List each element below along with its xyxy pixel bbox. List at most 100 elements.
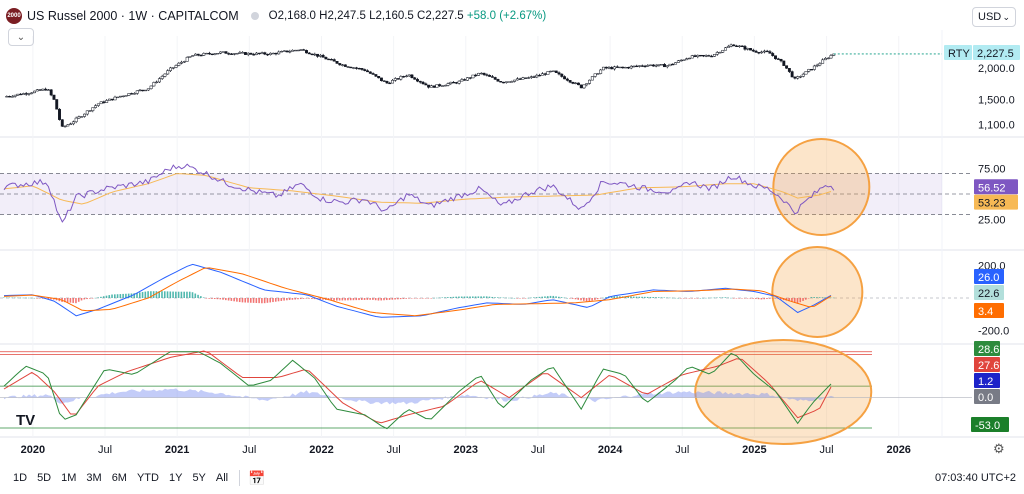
- macd-histogram-bar: [19, 297, 22, 299]
- price-candle: [513, 79, 517, 82]
- price-candle: [180, 61, 184, 64]
- macd-histogram-bar: [233, 298, 235, 302]
- macd-histogram-bar: [707, 297, 710, 299]
- price-candle: [60, 119, 64, 127]
- timeframe-all[interactable]: All: [215, 472, 229, 484]
- rsi-ma-value-badge-bg: [974, 194, 1018, 210]
- macd-histogram-bar: [391, 298, 394, 300]
- price-axis-tick: 2,000.0: [978, 63, 1015, 75]
- price-candle: [124, 95, 128, 97]
- macd-histogram-bar: [424, 298, 427, 299]
- legend-collapse-button[interactable]: ⌄: [8, 28, 34, 46]
- macd-histogram-bar: [444, 297, 446, 298]
- price-candle: [674, 62, 678, 65]
- macd-histogram-bar: [299, 298, 302, 300]
- timeframe-1d[interactable]: 1D: [13, 472, 28, 484]
- last-price-badge-bg: [973, 44, 1020, 60]
- price-candle: [385, 81, 389, 84]
- price-candle: [402, 76, 406, 78]
- price-candle: [185, 57, 189, 62]
- macd-histogram-bar: [416, 298, 419, 299]
- macd-histogram-bar: [305, 298, 308, 299]
- price-candle: [316, 53, 320, 57]
- macd-histogram-bar: [288, 298, 291, 301]
- price-candle: [635, 65, 639, 68]
- macd-histogram-bar: [780, 298, 782, 300]
- macd-histogram-bar: [682, 298, 685, 299]
- stoch-histogram-area: [4, 388, 834, 405]
- macd-histogram-bar: [816, 297, 818, 298]
- currency-selector[interactable]: USD ⌄: [972, 7, 1016, 27]
- price-candle: [91, 107, 95, 111]
- stoch-hist-badge: 1.2: [978, 376, 993, 388]
- macd-histogram-bar: [14, 297, 16, 299]
- macd-histogram-bar: [8, 297, 11, 299]
- macd-histogram-bar: [222, 298, 224, 300]
- price-candle: [743, 46, 747, 50]
- price-candle: [302, 49, 306, 51]
- price-candle: [188, 56, 192, 58]
- price-candle: [504, 81, 508, 83]
- macd-histogram-bar: [294, 298, 296, 300]
- macd-histogram-bar: [205, 298, 208, 299]
- price-candle: [19, 93, 23, 96]
- ohlc-open: O2,168.0: [268, 10, 316, 22]
- gear-icon[interactable]: ⚙: [993, 441, 1005, 456]
- price-candle: [357, 68, 361, 70]
- macd-histogram-bar: [341, 298, 344, 301]
- timeframe-3m[interactable]: 3M: [86, 472, 102, 484]
- timeframe-5d[interactable]: 5D: [37, 472, 52, 484]
- macd-histogram-bar: [133, 293, 136, 298]
- timeframe-6m[interactable]: 6M: [111, 472, 127, 484]
- timeframe-5y[interactable]: 5Y: [192, 472, 206, 484]
- symbol-title[interactable]: US Russel 2000 · 1W · CAPITALCOM: [27, 9, 239, 23]
- macd-histogram-bar: [102, 296, 105, 298]
- macd-histogram-bar: [175, 291, 177, 298]
- price-candle: [382, 80, 386, 82]
- calendar-range-icon[interactable]: 📅: [248, 469, 266, 486]
- macd-histogram-bar: [749, 298, 752, 299]
- price-candle: [540, 73, 544, 76]
- macd-histogram-bar: [89, 298, 91, 299]
- price-candle: [33, 90, 36, 94]
- macd-value-badge-bg: [974, 269, 1004, 284]
- price-candle: [810, 69, 814, 71]
- macd-histogram-bar: [41, 298, 44, 299]
- timeframe-1y[interactable]: 1Y: [168, 472, 183, 484]
- ohlc-change: +58.0 (+2.67%): [466, 10, 547, 22]
- price-candle: [238, 52, 242, 54]
- macd-histogram-bar: [311, 298, 313, 299]
- macd-histogram-bar: [114, 294, 116, 298]
- price-candle: [515, 78, 519, 81]
- macd-histogram-bar: [33, 297, 36, 299]
- macd-histogram-bar: [358, 298, 360, 301]
- price-candle: [141, 89, 145, 92]
- clock-readout[interactable]: 07:03:40 UTC+2: [934, 472, 1016, 484]
- macd-histogram-bar: [194, 293, 197, 298]
- price-candle: [815, 64, 819, 67]
- price-candle: [44, 88, 48, 91]
- macd-histogram-bar: [111, 294, 113, 298]
- price-candle: [593, 73, 597, 77]
- timeframe-1m[interactable]: 1M: [61, 472, 77, 484]
- price-candle: [41, 88, 45, 91]
- macd-histogram-bar: [680, 298, 682, 299]
- price-candle: [585, 83, 589, 86]
- price-candle: [388, 82, 392, 85]
- timeframe-ytd[interactable]: YTD: [136, 472, 159, 484]
- rsi-axis-tick: 75.00: [978, 163, 1006, 175]
- price-candle: [99, 101, 103, 105]
- macd-histogram-bar: [702, 297, 704, 299]
- price-candle: [657, 64, 661, 66]
- macd-histogram-bar: [261, 298, 263, 304]
- stoch-lower-band-badge: -53.0: [975, 420, 1000, 432]
- macd-histogram-bar: [280, 298, 283, 301]
- price-candle: [693, 55, 697, 57]
- price-candle: [502, 81, 505, 84]
- macd-histogram-bar: [308, 298, 310, 299]
- macd-histogram-bar: [610, 296, 613, 298]
- macd-histogram-bar: [771, 298, 774, 299]
- price-candle: [454, 82, 458, 84]
- price-candle: [596, 73, 600, 75]
